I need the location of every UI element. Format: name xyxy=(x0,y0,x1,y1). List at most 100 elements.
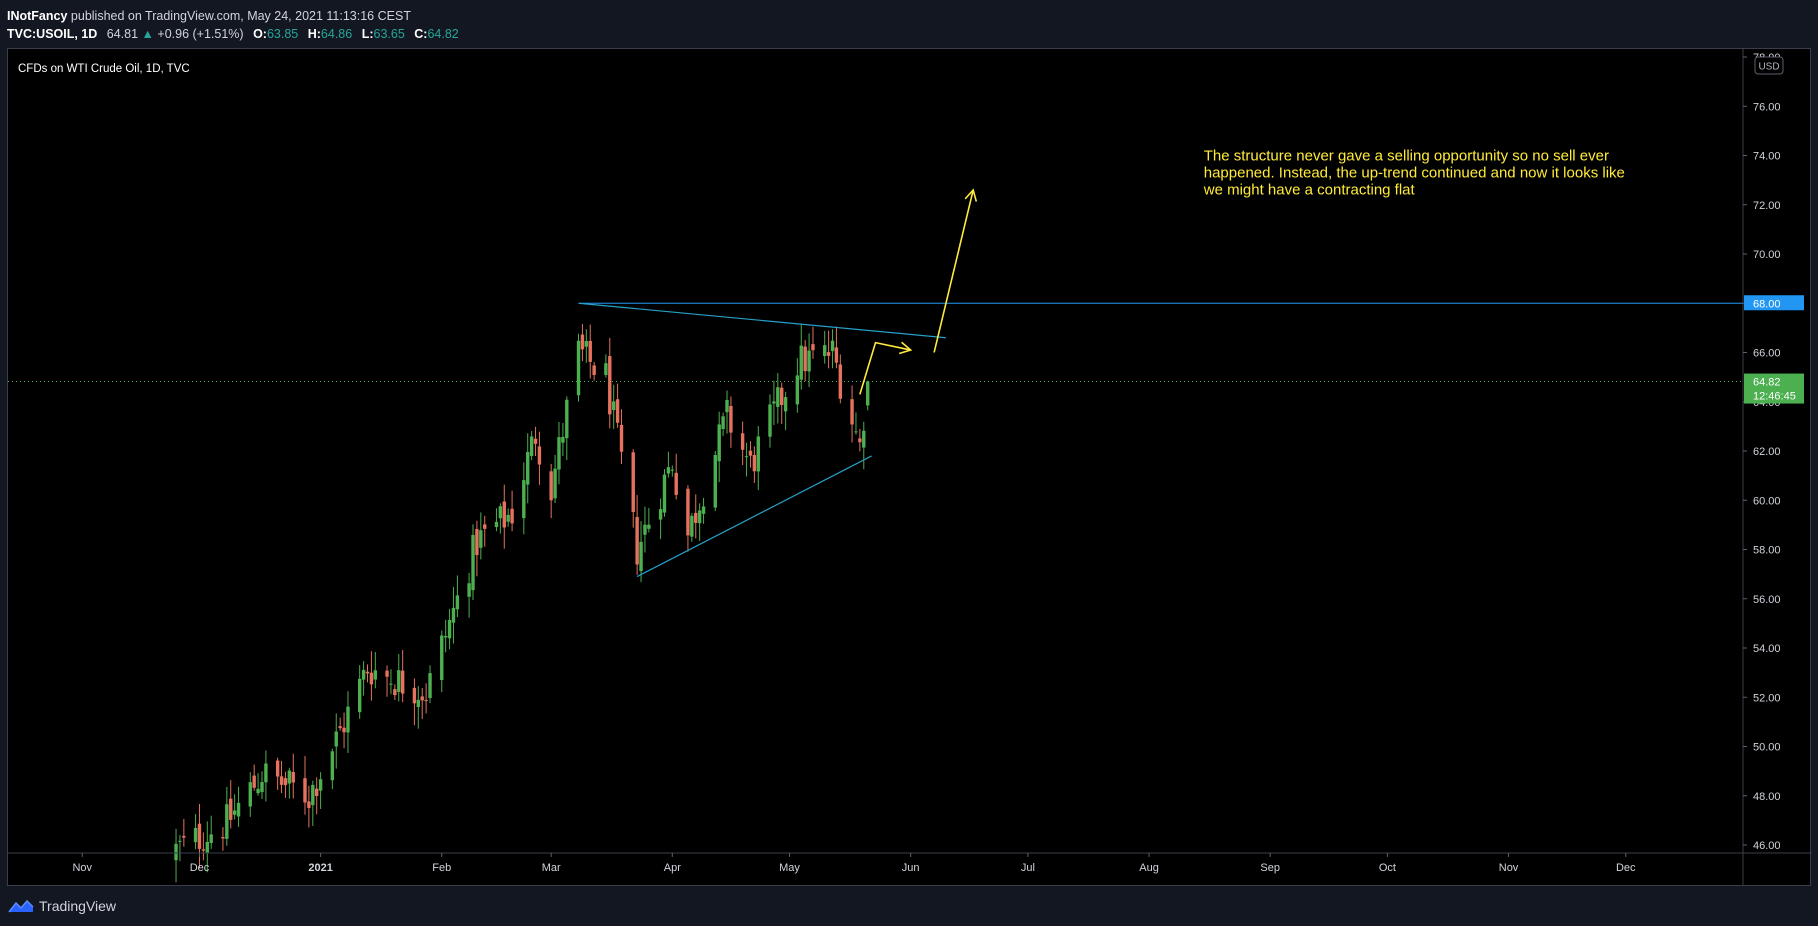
candle[interactable] xyxy=(342,712,346,749)
candle[interactable] xyxy=(604,354,608,378)
candle[interactable] xyxy=(561,422,565,457)
currency-badge[interactable]: USD xyxy=(1754,56,1784,75)
candle[interactable] xyxy=(635,495,639,575)
candle[interactable] xyxy=(834,326,839,369)
candle[interactable] xyxy=(498,503,503,534)
candle[interactable] xyxy=(400,649,405,703)
candle[interactable] xyxy=(416,685,421,729)
candle[interactable] xyxy=(772,380,776,426)
symbol-label[interactable]: TVC:USOIL, 1D xyxy=(7,27,98,41)
candle[interactable] xyxy=(315,777,319,815)
candle[interactable] xyxy=(611,384,616,429)
candle[interactable] xyxy=(385,665,389,697)
candle[interactable] xyxy=(205,821,209,873)
candle[interactable] xyxy=(780,382,784,425)
candle[interactable] xyxy=(483,515,487,547)
candle[interactable] xyxy=(830,329,835,369)
candle[interactable] xyxy=(565,396,569,461)
candle[interactable] xyxy=(807,333,811,388)
candle[interactable] xyxy=(826,330,831,369)
candle[interactable] xyxy=(330,748,335,790)
candle[interactable] xyxy=(369,651,374,701)
candle[interactable] xyxy=(197,804,202,868)
candle[interactable] xyxy=(389,669,393,695)
candle[interactable] xyxy=(256,773,260,796)
candle[interactable] xyxy=(283,771,288,798)
candle[interactable] xyxy=(334,713,338,769)
candle[interactable] xyxy=(729,396,733,448)
candle[interactable] xyxy=(471,524,475,601)
candle[interactable] xyxy=(318,772,323,809)
candle[interactable] xyxy=(850,385,854,443)
candle[interactable] xyxy=(694,494,698,539)
candle[interactable] xyxy=(201,832,206,861)
candle[interactable] xyxy=(865,380,870,411)
candle[interactable] xyxy=(494,508,499,532)
candle[interactable] xyxy=(639,521,643,583)
candle[interactable] xyxy=(229,780,233,829)
candle[interactable] xyxy=(615,383,620,428)
candle[interactable] xyxy=(588,324,592,379)
candle[interactable] xyxy=(823,330,827,364)
candle[interactable] xyxy=(307,785,311,828)
target-arrow[interactable] xyxy=(933,189,974,353)
candle[interactable] xyxy=(264,750,268,802)
candle[interactable] xyxy=(455,575,460,618)
candle[interactable] xyxy=(479,512,483,560)
candle[interactable] xyxy=(725,390,729,434)
candle[interactable] xyxy=(631,449,635,528)
candle[interactable] xyxy=(291,753,295,799)
candle[interactable] xyxy=(701,497,706,524)
candle[interactable] xyxy=(713,451,717,511)
candle[interactable] xyxy=(647,507,651,533)
candle[interactable] xyxy=(346,691,350,753)
candle[interactable] xyxy=(236,786,241,827)
candle[interactable] xyxy=(440,630,444,693)
author-name[interactable]: INotFancy xyxy=(7,9,68,23)
candle[interactable] xyxy=(608,337,612,429)
candle[interactable] xyxy=(748,441,753,468)
candle[interactable] xyxy=(768,394,772,448)
candle[interactable] xyxy=(537,431,542,485)
candle[interactable] xyxy=(522,462,526,535)
candle[interactable] xyxy=(174,828,178,883)
candle[interactable] xyxy=(221,827,225,851)
candle[interactable] xyxy=(549,463,553,519)
candle[interactable] xyxy=(428,665,432,704)
candle[interactable] xyxy=(510,490,514,532)
candle[interactable] xyxy=(795,358,800,413)
candle[interactable] xyxy=(361,661,366,696)
candle[interactable] xyxy=(506,508,510,527)
candle[interactable] xyxy=(420,687,424,719)
candle[interactable] xyxy=(752,446,757,483)
candle[interactable] xyxy=(811,326,815,359)
candle[interactable] xyxy=(502,484,506,549)
candle[interactable] xyxy=(451,587,456,644)
candle[interactable] xyxy=(674,453,678,500)
candle[interactable] xyxy=(666,451,671,478)
candle[interactable] xyxy=(643,506,647,553)
candle[interactable] xyxy=(717,411,721,483)
upper-trendline[interactable] xyxy=(578,302,946,339)
candle[interactable] xyxy=(287,767,292,799)
candle[interactable] xyxy=(803,340,807,382)
candle[interactable] xyxy=(178,834,182,862)
candle[interactable] xyxy=(357,665,362,719)
candle[interactable] xyxy=(533,426,538,457)
candle[interactable] xyxy=(721,412,725,436)
candle[interactable] xyxy=(686,485,690,552)
candle[interactable] xyxy=(776,373,780,424)
candle[interactable] xyxy=(397,653,401,702)
candle[interactable] xyxy=(311,780,315,826)
candle[interactable] xyxy=(248,772,252,817)
candle[interactable] xyxy=(373,652,378,689)
candle[interactable] xyxy=(619,409,624,464)
candle[interactable] xyxy=(424,683,428,714)
candle[interactable] xyxy=(443,619,448,653)
chart-pane[interactable]: The structure never gave a selling oppor… xyxy=(7,48,1812,887)
candle[interactable] xyxy=(193,814,198,850)
candle[interactable] xyxy=(838,354,843,404)
candle[interactable] xyxy=(799,324,803,390)
candle[interactable] xyxy=(854,412,858,435)
candle[interactable] xyxy=(209,815,213,849)
